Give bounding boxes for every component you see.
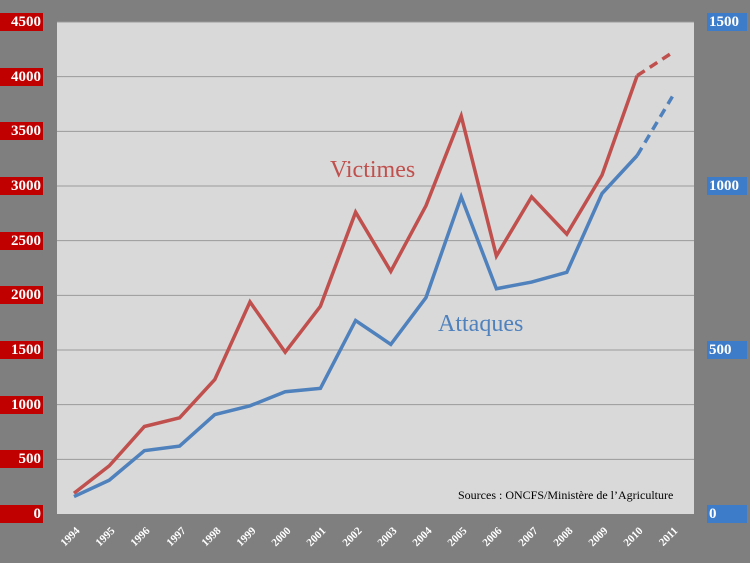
- gridlines: [57, 21, 694, 460]
- series-line-victimes: [72, 75, 639, 495]
- series-line-victimes-projection: [636, 51, 674, 78]
- y-left-tick-label: 2000: [0, 286, 43, 305]
- y-left-tick-label: 1000: [0, 395, 43, 414]
- y-right-tick-label: 1000: [707, 177, 747, 195]
- y-left-tick-label: 2500: [0, 231, 43, 250]
- y-left-tick-label: 3500: [0, 122, 43, 141]
- series-line-attaques-projection: [635, 95, 674, 157]
- y-left-tick-label: 4500: [0, 13, 43, 31]
- series-line-attaques: [73, 154, 639, 499]
- plot-area: [57, 22, 694, 514]
- source-note: Sources : ONCFS/Ministère de l’Agricultu…: [458, 488, 674, 502]
- series-label-attaques: Attaques: [438, 311, 524, 337]
- series-lines: [72, 51, 674, 499]
- y-left-tick-label: 0: [0, 505, 43, 523]
- series-label-victimes: Victimes: [330, 157, 416, 183]
- y-left-tick-label: 3000: [0, 177, 43, 195]
- y-right-tick-label: 0: [707, 505, 747, 523]
- y-left-tick-label: 500: [0, 450, 43, 469]
- y-right-tick-label: 1500: [707, 13, 747, 31]
- y-right-tick-label: 500: [707, 341, 747, 359]
- y-left-tick-label: 4000: [0, 67, 43, 86]
- y-left-tick-label: 1500: [0, 341, 43, 359]
